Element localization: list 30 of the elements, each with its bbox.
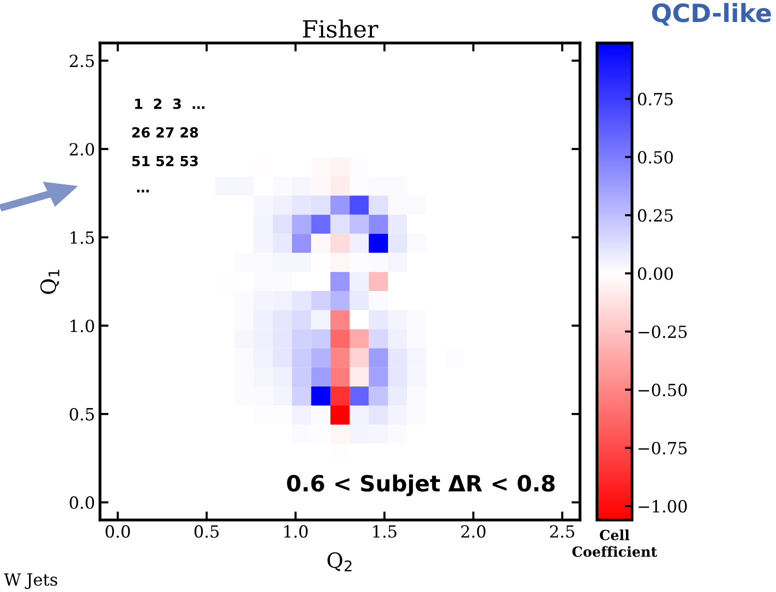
annotation: …	[137, 190, 149, 192]
y-tick-label: 1.5	[70, 231, 94, 244]
y-tick-label: 1.0	[70, 320, 94, 332]
annotation: 0.6 < Subjet ΔR < 0.8	[287, 474, 555, 496]
text: QCD-like	[652, 2, 771, 26]
color-bar-label: 0.25	[638, 209, 673, 222]
color-bar-label: 0.50	[638, 150, 673, 164]
y-tick-label: 2.0	[70, 142, 94, 156]
color-bar-label: −0.75	[638, 442, 687, 454]
color-bar-label: 0.75	[638, 92, 673, 106]
x-axis-title: Q$_{2}$	[328, 552, 352, 572]
chart-title: Fisher	[303, 20, 378, 38]
color-bar-label: −1.00	[638, 500, 687, 513]
x-tick-label: 0.5	[194, 525, 219, 538]
annotation: 51 52 53	[132, 156, 198, 166]
y-axis-title: Q$_{1}$	[40, 270, 60, 294]
color-bar-label: −0.25	[638, 325, 687, 338]
x-tick-label: 2.0	[461, 525, 486, 538]
x-tick-label: 1.0	[284, 525, 308, 538]
x-tick-label: 1.5	[373, 525, 396, 538]
annotation: 26 27 28	[132, 127, 198, 138]
x-tick-label: 0.0	[106, 525, 130, 538]
text: W Jets	[4, 573, 58, 590]
y-tick-label: 0.0	[70, 496, 94, 509]
y-tick-label: 2.5	[70, 54, 94, 68]
y-tick-label: 0.5	[70, 408, 94, 421]
x-tick-label: 2.5	[550, 525, 574, 538]
annotation: 1 2 3 …	[135, 98, 204, 110]
color-bar-label: −0.50	[638, 384, 687, 396]
color-bar-label: 0.00	[638, 267, 673, 280]
